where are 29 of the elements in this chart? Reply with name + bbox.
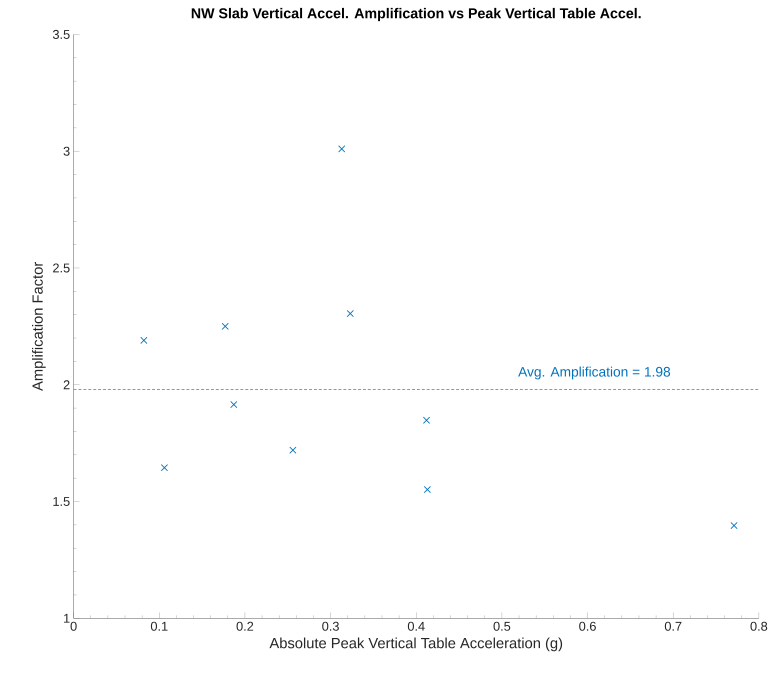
- point: [160, 464, 168, 472]
- point: [140, 336, 148, 344]
- x-tick-label: 0.2: [236, 622, 254, 631]
- point: [338, 145, 346, 152]
- y-tick-label: 1: [64, 614, 70, 622]
- y-axis-title: Amplification Factor: [32, 262, 46, 391]
- x-tick-label: 0.8: [750, 622, 768, 631]
- x-tick-label: 0.6: [579, 622, 596, 631]
- y-tick-label: 2: [64, 380, 70, 389]
- chart-title: NW Slab Vertical Accel. Amplification vs Peak Vertical Table Accel.: [192, 8, 641, 21]
- y-tick-label: 2.5: [53, 263, 70, 272]
- y-tick-label: 1.5: [53, 496, 70, 506]
- x-tick-label: 0.7: [664, 622, 682, 631]
- y-tick-label: 3: [64, 146, 70, 156]
- point: [346, 310, 354, 317]
- point: [422, 416, 430, 424]
- x-tick-label: 0.1: [150, 622, 168, 631]
- point: [424, 486, 431, 493]
- ref-line-label: Avg. Amplification = 1.98: [518, 366, 670, 380]
- x-tick-label: 0.4: [408, 622, 425, 631]
- x-axis-title: Absolute Peak Vertical Table Acceleration (g): [269, 637, 562, 652]
- point: [730, 522, 738, 529]
- point: [289, 446, 296, 454]
- x-tick-label: 0.3: [322, 622, 339, 631]
- point: [230, 400, 238, 408]
- x-tick-label: 0.5: [494, 622, 510, 631]
- x-tick-label: 0: [70, 622, 77, 631]
- y-tick-label: 3.5: [52, 30, 70, 39]
- point: [222, 322, 229, 330]
